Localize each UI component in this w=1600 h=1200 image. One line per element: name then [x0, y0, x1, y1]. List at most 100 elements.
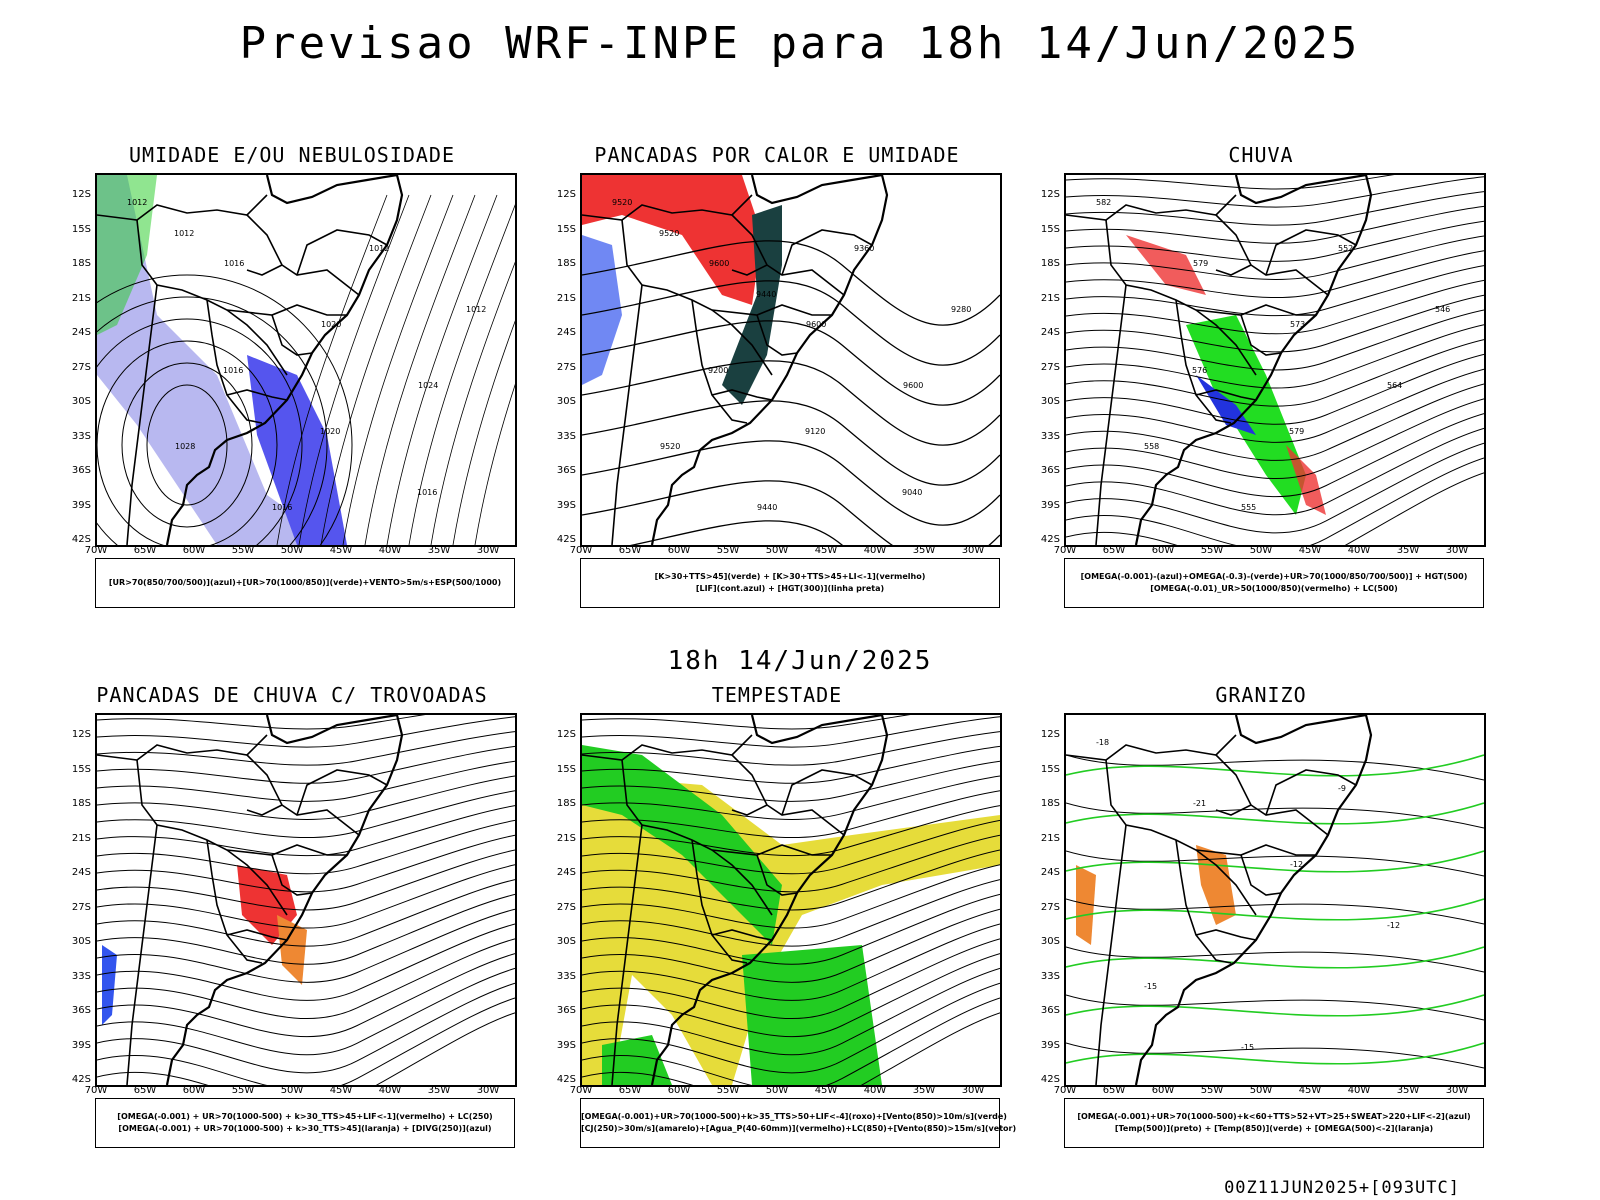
wind-streak: [408, 204, 515, 545]
contour-label: -15: [1241, 1043, 1254, 1052]
lat-tick-label: 42S: [556, 1074, 576, 1085]
streamline: [582, 982, 1000, 1074]
pressure-contour: [97, 340, 278, 545]
weather-fill-area: [97, 175, 157, 335]
pressure-contour: [97, 274, 353, 545]
map-area[interactable]: 1012 1016 1020 1024 1028 1016 1012 1012 1016 1020…: [95, 173, 517, 547]
legend-line: [K>30+TTS>45](verde) + [K>30+TTS>45+LI<-…: [654, 572, 926, 581]
height-contour: [582, 320, 1000, 406]
panel-legend: [OMEGA(-0.001)-(azul)+OMEGA(-0.3)-(verde…: [1064, 558, 1484, 608]
weather-map: -18 -21 -12 -12 -15 -15 -9: [1066, 715, 1484, 1085]
temp-contour: [1066, 898, 1484, 925]
contour-label: 9360: [854, 244, 874, 253]
contour-label: 546: [1435, 305, 1450, 314]
temp850-contour: [1066, 994, 1484, 1017]
legend-line: [OMEGA(-0.001)-(azul)+OMEGA(-0.3)-(verde…: [1080, 572, 1468, 581]
wind-streak: [364, 194, 476, 545]
lat-tick-label: 33S: [556, 430, 576, 442]
temp-contour: [1066, 802, 1484, 829]
contour-label: 9200: [708, 366, 728, 375]
lon-tick-label: 60W: [182, 1085, 206, 1096]
contour-label: 1016: [272, 503, 292, 512]
lat-tick-label: 15S: [1040, 223, 1060, 235]
state-border: [206, 839, 263, 964]
lat-tick-label: 24S: [556, 327, 576, 338]
lon-tick-label: 30W: [1445, 1085, 1469, 1096]
lat-tick-label: 15S: [1040, 763, 1060, 775]
wind-streak: [342, 194, 454, 545]
lon-tick-label: 35W: [427, 1085, 451, 1096]
height-contour: [582, 360, 1000, 446]
contour-label: 1012: [127, 198, 147, 207]
lat-tick-label: 18S: [1040, 258, 1060, 269]
state-border: [296, 769, 388, 816]
temp850-contour: [1066, 850, 1484, 873]
state-border: [731, 264, 768, 276]
streamline: [1066, 472, 1484, 545]
height-contour: [582, 480, 1000, 545]
weather-fill-area: [1186, 315, 1306, 515]
streamline: [97, 908, 515, 983]
lon-tick-label: 35W: [427, 545, 451, 556]
streamline: [582, 760, 1000, 802]
lat-tick-label: 42S: [71, 534, 91, 545]
state-border: [1195, 304, 1316, 316]
lat-tick-label: 24S: [556, 867, 576, 878]
temp-contour: [1066, 754, 1484, 781]
lat-tick-label: 12S: [71, 189, 91, 200]
streamline: [1066, 457, 1484, 545]
state-border: [611, 824, 643, 1085]
streamline: [582, 834, 1000, 893]
lon-tick-label: 40W: [378, 545, 402, 556]
state-border: [1265, 769, 1357, 816]
state-border: [226, 929, 288, 941]
map-area[interactable]: [95, 713, 517, 1087]
weather-fill-area: [722, 205, 782, 405]
streamline: [582, 1012, 1000, 1085]
streamline: [582, 819, 1000, 875]
weather-fill-area: [97, 175, 337, 545]
lon-tick-label: 65W: [1102, 545, 1126, 556]
panel-title: TEMPESTADE: [711, 683, 843, 707]
panel-tempestade: TEMPESTADE [OMEGA(-0.001)+UR>70(1000-500…: [557, 683, 1016, 1183]
streamline: [97, 716, 515, 748]
lon-tick-label: 50W: [280, 545, 304, 556]
streamline: [582, 923, 1000, 1001]
contour-label: 576: [1192, 366, 1207, 375]
lon-tick-label: 65W: [618, 545, 642, 556]
panel-title: GRANIZO: [1215, 683, 1307, 707]
lat-tick-label: 33S: [71, 970, 91, 982]
temp850-contour: [1066, 898, 1484, 921]
lon-tick-label: 50W: [1249, 545, 1273, 556]
contour-label: 1012: [369, 244, 389, 253]
weather-fill-area: [277, 915, 307, 985]
height-contour: [630, 520, 844, 545]
state-border: [711, 304, 832, 316]
streamline: [97, 938, 515, 1020]
weather-fill-area: [247, 355, 347, 545]
streamline: [97, 967, 515, 1056]
lon-tick-label: 70W: [84, 1085, 108, 1096]
contour-label: 9280: [951, 305, 971, 314]
pressure-contour: [146, 384, 228, 506]
map-area[interactable]: 9520 9600 9600 9600 9520 9440 9360 9280 9200 9120…: [580, 173, 1002, 547]
lat-tick-label: 30S: [1040, 396, 1060, 407]
contour-label: 1016: [417, 488, 437, 497]
state-border: [1215, 264, 1252, 276]
state-border: [781, 229, 873, 276]
map-area[interactable]: -18 -21 -12 -12 -15 -15 -9: [1064, 713, 1486, 1087]
map-area[interactable]: 582 579 573 564 558 555 552 546 576 579: [1064, 173, 1486, 547]
lat-tick-label: 24S: [1040, 327, 1060, 338]
weather-fill-area: [582, 175, 762, 305]
wind-streak: [430, 261, 515, 545]
state-border: [1240, 854, 1282, 896]
coastline: [1134, 175, 1373, 545]
contour-label: -15: [1144, 982, 1157, 991]
streamline: [97, 864, 515, 929]
lat-tick-label: 33S: [1040, 430, 1060, 442]
map-area[interactable]: [580, 713, 1002, 1087]
temp-contour: [1066, 994, 1484, 1021]
lat-tick-label: 39S: [1040, 499, 1060, 511]
streamline: [97, 893, 515, 965]
height-contour: [582, 280, 1000, 366]
